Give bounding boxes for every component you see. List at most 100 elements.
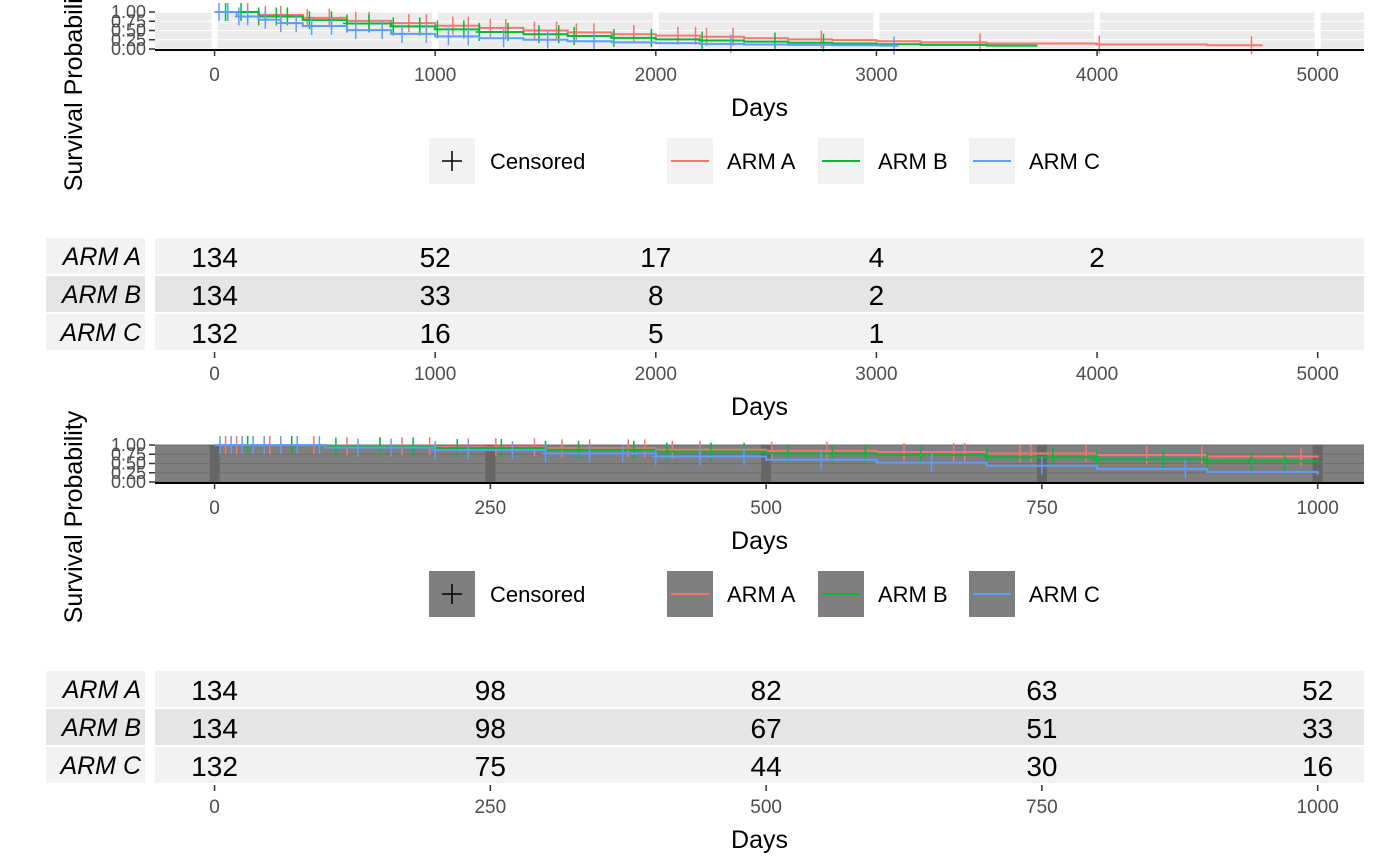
x-tick-label: 5000	[1297, 364, 1339, 385]
legend-label: ARM A	[727, 582, 796, 607]
risk-table-full: ARM A 134 52 17 4 2 ARM B 134 33 8 2 ARM C 132 16 5 1 0 1…	[46, 238, 1364, 421]
x-tick-labels: 0 1000 2000 3000 4000 5000	[209, 352, 1339, 385]
censor-marks-arm-c	[216, 436, 1190, 479]
risk-count: 2	[1089, 242, 1105, 273]
legend: Censored ARM A ARM B ARM C	[429, 571, 1100, 617]
risk-count: 16	[420, 318, 451, 349]
risk-count: 33	[420, 280, 451, 311]
x-tick-label: 0	[209, 65, 220, 86]
risk-row-background	[155, 709, 1364, 745]
risk-row-label-background	[46, 671, 145, 707]
risk-row-arm-c: ARM C 132 16 5 1	[46, 314, 1364, 350]
x-tick-label: 750	[1026, 498, 1058, 519]
x-tick-label: 500	[750, 797, 782, 818]
x-tick-label: 5000	[1297, 65, 1339, 86]
y-tick-label: 0.25	[111, 463, 146, 483]
risk-row-label: ARM B	[60, 714, 141, 742]
y-tick-label: 0.75	[111, 11, 146, 31]
y-tick-label: 0.00	[111, 472, 146, 492]
x-tick-label: 1000	[1297, 498, 1339, 519]
risk-row-arm-a: ARM A 134 98 82 63 52	[46, 671, 1364, 707]
risk-count: 52	[1302, 675, 1333, 706]
risk-count: 98	[475, 713, 506, 744]
risk-count: 134	[191, 675, 238, 706]
risk-count: 4	[869, 242, 885, 273]
y-tick-label: 1.00	[111, 435, 146, 455]
risk-count: 5	[648, 318, 664, 349]
risk-row-arm-c: ARM C 132 75 44 30 16	[46, 747, 1364, 783]
legend: Censored ARM A ARM B ARM C	[429, 138, 1100, 184]
x-tick-label: 500	[750, 498, 782, 519]
legend-label: ARM B	[878, 149, 948, 174]
risk-count: 33	[1302, 713, 1333, 744]
x-axis-title: Days	[731, 94, 788, 122]
x-axis-title: Days	[731, 826, 788, 854]
risk-count: 82	[751, 675, 782, 706]
x-tick-label: 1000	[414, 65, 456, 86]
x-tick-label: 1000	[1297, 797, 1339, 818]
x-tick-label: 0	[209, 364, 220, 385]
risk-table-zoomed: ARM A 134 98 82 63 52 ARM B 134 98 67 51 33 ARM C 132…	[46, 671, 1364, 854]
x-axis-title: Days	[731, 527, 788, 555]
y-tick-labels: 0.000.250.500.751.00	[111, 435, 155, 492]
legend-label-censored: Censored	[490, 149, 585, 174]
risk-row-label-background	[46, 709, 145, 745]
km-plot-zoomed: 0.000.250.500.751.00 0 250 500 750 1000 Days Su…	[60, 410, 1364, 623]
survival-curves	[214, 3, 1263, 55]
x-tick-label: 250	[474, 797, 506, 818]
risk-count: 44	[751, 751, 782, 782]
y-tick-label: 0.75	[111, 444, 146, 464]
x-tick-label: 4000	[1076, 65, 1118, 86]
risk-row-arm-b: ARM B 134 98 67 51 33	[46, 709, 1364, 745]
y-tick-label: 1.00	[111, 2, 146, 22]
y-axis-title: Survival Probability	[60, 0, 88, 191]
risk-row-label: ARM A	[61, 243, 141, 271]
risk-row-label: ARM B	[60, 281, 141, 309]
x-tick-label: 3000	[855, 65, 897, 86]
x-tick-label: 750	[1026, 797, 1058, 818]
risk-row-arm-b: ARM B 134 33 8 2	[46, 276, 1364, 312]
censor-marks-arm-c	[214, 3, 899, 55]
risk-count: 2	[869, 280, 885, 311]
risk-row-background	[155, 314, 1364, 350]
risk-count: 63	[1026, 675, 1057, 706]
x-tick-label: 1000	[414, 364, 456, 385]
y-tick-labels: 0.000.250.500.751.00	[111, 2, 155, 59]
x-tick-label: 0	[209, 797, 220, 818]
risk-row-label: ARM C	[58, 752, 142, 780]
legend-label: ARM B	[878, 582, 948, 607]
risk-row-label: ARM A	[61, 676, 141, 704]
x-tick-label: 0	[209, 498, 220, 519]
risk-count: 51	[1026, 713, 1057, 744]
legend-label: ARM A	[727, 149, 796, 174]
risk-count: 132	[191, 318, 238, 349]
risk-row-label-background	[46, 314, 145, 350]
legend-label: ARM C	[1029, 582, 1100, 607]
risk-count: 134	[191, 713, 238, 744]
risk-count: 52	[420, 242, 451, 273]
survival-curves	[214, 436, 1319, 479]
risk-count: 16	[1302, 751, 1333, 782]
y-tick-label: 0.00	[111, 39, 146, 59]
risk-count: 75	[475, 751, 506, 782]
risk-row-background	[155, 238, 1364, 274]
x-tick-label: 250	[474, 498, 506, 519]
risk-row-label: ARM C	[58, 319, 142, 347]
risk-count: 17	[640, 242, 671, 273]
risk-row-label-background	[46, 747, 145, 783]
x-tick-label: 4000	[1076, 364, 1118, 385]
risk-row-background	[155, 276, 1364, 312]
x-tick-labels: 0 250 500 750 1000	[209, 785, 1339, 818]
y-tick-label: 0.50	[111, 454, 146, 474]
risk-count: 134	[191, 242, 238, 273]
x-tick-labels: 0 250 500 750 1000	[209, 484, 1339, 519]
y-tick-label: 0.25	[111, 30, 146, 50]
risk-row-background	[155, 671, 1364, 707]
risk-row-label-background	[46, 238, 145, 274]
km-plot-full: 0.000.250.500.751.00 0 1000 2000 3000 4000 500…	[60, 0, 1364, 191]
y-axis-title: Survival Probability	[60, 410, 88, 623]
risk-count: 1	[869, 318, 885, 349]
legend-label-censored: Censored	[490, 582, 585, 607]
risk-count: 132	[191, 751, 238, 782]
